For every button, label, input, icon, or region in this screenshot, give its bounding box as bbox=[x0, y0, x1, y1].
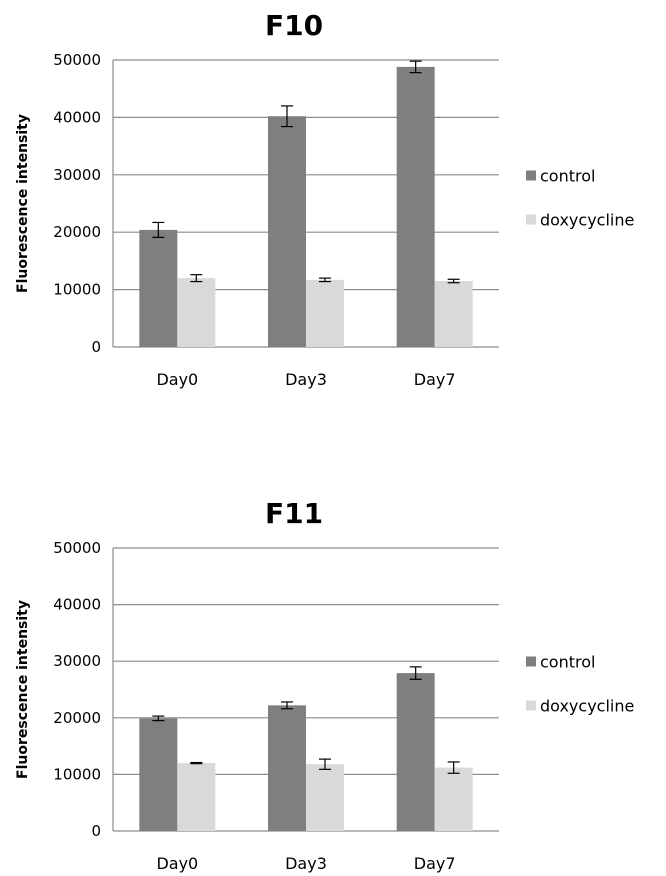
bar-doxycycline-Day3 bbox=[306, 764, 344, 831]
legend-swatch-doxycycline bbox=[526, 700, 536, 711]
x-tick-label: Day0 bbox=[156, 854, 198, 873]
legend-label-control: control bbox=[540, 653, 595, 672]
y-tick-label: 20000 bbox=[53, 709, 101, 727]
x-tick-label: Day7 bbox=[414, 854, 456, 873]
bar-control-Day3 bbox=[268, 705, 306, 831]
x-tick-label: Day3 bbox=[285, 370, 327, 389]
bar-control-Day0 bbox=[139, 718, 178, 831]
legend-label-doxycycline: doxycycline bbox=[540, 211, 634, 230]
chart-f10: F10 0 10000 20000 30000 40000 50000 Fluorescenc… bbox=[15, 9, 634, 389]
x-tick-label: Day7 bbox=[414, 370, 456, 389]
bar-control-Day3 bbox=[268, 116, 306, 347]
bar-control-Day0 bbox=[139, 229, 178, 347]
y-axis-label: Fluorescence intensity bbox=[15, 114, 31, 293]
y-tick-label: 10000 bbox=[53, 765, 101, 783]
x-tick-label: Day3 bbox=[285, 854, 327, 873]
legend-swatch-doxycycline bbox=[526, 214, 536, 225]
legend-label-control: control bbox=[540, 167, 595, 186]
bar-control-Day7 bbox=[396, 66, 435, 347]
y-tick-label: 30000 bbox=[53, 652, 101, 670]
y-tick-label: 10000 bbox=[53, 281, 101, 299]
x-tick-label: Day0 bbox=[156, 370, 198, 389]
chart-f11: F11 0 10000 20000 30000 40000 50000 Fluorescenc… bbox=[0, 438, 666, 876]
y-tick-label: 0 bbox=[91, 822, 101, 840]
bar-doxycycline-Day0 bbox=[177, 763, 216, 831]
legend-label-doxycycline: doxycycline bbox=[540, 697, 634, 716]
y-axis-label: Fluorescence intensity bbox=[15, 600, 31, 779]
y-tick-label: 50000 bbox=[53, 51, 101, 69]
chart-title: F11 bbox=[265, 497, 323, 530]
legend-swatch-control bbox=[526, 656, 536, 667]
bar-doxycycline-Day0 bbox=[177, 278, 216, 347]
chart-title: F10 bbox=[265, 9, 323, 42]
legend-swatch-control bbox=[526, 170, 536, 181]
y-tick-label: 20000 bbox=[53, 223, 101, 241]
bar-doxycycline-Day7 bbox=[434, 280, 473, 347]
y-tick-label: 30000 bbox=[53, 166, 101, 184]
y-tick-label: 50000 bbox=[53, 539, 101, 557]
bar-doxycycline-Day3 bbox=[306, 279, 344, 347]
bar-control-Day7 bbox=[396, 673, 435, 831]
y-tick-label: 40000 bbox=[53, 108, 101, 126]
y-tick-label: 40000 bbox=[53, 596, 101, 614]
y-tick-label: 0 bbox=[91, 338, 101, 356]
bar-doxycycline-Day7 bbox=[434, 767, 473, 831]
